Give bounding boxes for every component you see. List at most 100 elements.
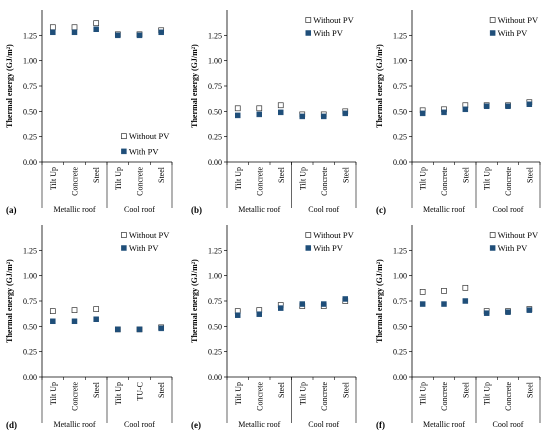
x-category-label: Steel	[277, 381, 286, 398]
y-axis-label: Thermal energy (GJ/m²)	[5, 44, 14, 128]
legend-marker-with-pv	[489, 245, 496, 251]
x-category-label: Steel	[277, 166, 286, 183]
y-tick-label: 0.00	[393, 373, 407, 382]
x-category-label: Concrete	[440, 167, 449, 196]
x-category-label: Tilt Up	[114, 382, 123, 405]
point-with-pv	[136, 32, 143, 39]
x-category-label: Tilt Up	[298, 167, 307, 190]
y-tick-label: 1.25	[393, 246, 407, 255]
point-with-pv	[419, 110, 426, 117]
x-category-label: Tilt Up	[419, 382, 428, 405]
legend-label-with-pv: With PV	[313, 28, 344, 38]
point-with-pv	[441, 109, 447, 116]
x-category-label: Steel	[92, 381, 101, 398]
legend-label-without-pv: Without PV	[129, 131, 170, 141]
x-category-label: Concrete	[440, 382, 449, 411]
legend-label-with-pv: With PV	[129, 146, 160, 156]
group-label: Metallic roof	[54, 420, 96, 429]
x-category-label: Steel	[461, 381, 470, 398]
y-tick-label: 1.25	[393, 31, 407, 40]
y-tick-label: 0.00	[393, 158, 407, 167]
y-tick-label: 1.25	[208, 31, 222, 40]
group-label: Cool roof	[124, 205, 155, 214]
y-tick-label: 0.00	[23, 373, 37, 382]
x-category-label: Tilt Up	[419, 167, 428, 190]
legend-label-without-pv: Without PV	[498, 15, 539, 25]
legend-label-with-pv: With PV	[313, 243, 344, 253]
x-category-label: Concrete	[320, 382, 329, 411]
x-category-label: Tilt Up	[49, 382, 58, 405]
x-category-label: Concrete	[504, 167, 513, 196]
chart-panel: 0.00 0.25 0.50 0.75 1.00 1.25 Thermal energy (…	[190, 10, 357, 215]
group-label: Metallic roof	[423, 420, 465, 429]
point-with-pv	[158, 29, 164, 36]
y-tick-label: 1.00	[23, 272, 37, 281]
point-with-pv	[505, 309, 511, 315]
chart-panel: 0.00 0.25 0.50 0.75 1.00 1.25 Thermal energy (…	[5, 10, 173, 215]
panel-label: (b)	[191, 205, 202, 215]
x-category-label: Concrete	[136, 167, 145, 196]
y-tick-label: 0.25	[393, 133, 407, 142]
y-axis-label: Thermal energy (GJ/m²)	[190, 259, 199, 343]
point-with-pv	[50, 29, 56, 36]
point-without-pv	[49, 24, 56, 31]
point-without-pv	[71, 307, 78, 313]
y-tick-label: 0.75	[208, 82, 222, 91]
x-category-label: Concrete	[71, 382, 80, 411]
point-with-pv	[342, 110, 348, 117]
x-category-label: Tilt Up	[234, 382, 243, 405]
panel-label: (d)	[6, 420, 17, 430]
point-without-pv	[93, 306, 100, 312]
point-without-pv	[277, 102, 284, 109]
panel-label: (a)	[6, 205, 17, 215]
point-with-pv	[483, 103, 490, 110]
legend-marker-with-pv	[305, 30, 312, 36]
y-axis-label: Thermal energy (GJ/m²)	[5, 259, 14, 343]
y-tick-label: 0.75	[208, 297, 222, 306]
y-tick-label: 0.50	[393, 322, 407, 331]
group-label: Cool roof	[308, 420, 339, 429]
x-category-label: Concrete	[255, 167, 264, 196]
y-tick-label: 0.50	[23, 107, 37, 116]
x-category-label: Tilt Up	[49, 167, 58, 190]
point-with-pv	[158, 325, 164, 332]
y-tick-label: 0.00	[208, 373, 222, 382]
y-tick-label: 1.25	[23, 31, 37, 40]
x-category-label: Tilt Up	[114, 167, 123, 190]
point-without-pv	[234, 105, 241, 112]
point-with-pv	[419, 301, 426, 307]
x-category-label: Steel	[525, 381, 534, 398]
y-tick-label: 0.75	[393, 297, 407, 306]
point-with-pv	[441, 301, 447, 307]
group-label: Cool roof	[124, 420, 155, 429]
x-category-label: Concrete	[504, 382, 513, 411]
group-label: Cool roof	[493, 420, 524, 429]
legend-label-with-pv: With PV	[129, 243, 160, 253]
y-tick-label: 0.50	[23, 322, 37, 331]
point-with-pv	[93, 316, 99, 322]
group-label: Metallic roof	[238, 205, 280, 214]
y-tick-label: 0.50	[208, 107, 222, 116]
point-without-pv	[419, 289, 426, 295]
panel-label: (e)	[191, 420, 201, 430]
x-category-label: Tilt Up	[483, 167, 492, 190]
y-tick-label: 1.25	[23, 246, 37, 255]
point-with-pv	[115, 32, 121, 39]
y-axis-label: Thermal energy (GJ/m²)	[375, 44, 384, 128]
point-with-pv	[526, 101, 533, 107]
x-category-label: Concrete	[71, 167, 80, 196]
x-category-label: Steel	[92, 166, 101, 183]
x-category-label: Steel	[157, 381, 166, 398]
legend-label-with-pv: With PV	[498, 28, 529, 38]
point-with-pv	[235, 112, 241, 119]
y-axis-label: Thermal energy (GJ/m²)	[190, 44, 199, 128]
group-label: Metallic roof	[423, 205, 465, 214]
x-category-label: Tilt Up	[298, 382, 307, 405]
y-tick-label: 0.75	[393, 82, 407, 91]
legend-marker-without-pv	[489, 17, 496, 23]
chart-panel: 0.00 0.25 0.50 0.75 1.00 1.25 Thermal energy (…	[190, 225, 357, 430]
y-tick-label: 0.50	[208, 322, 222, 331]
x-category-label: Concrete	[320, 167, 329, 196]
point-with-pv	[321, 301, 327, 307]
point-without-pv	[49, 308, 56, 314]
